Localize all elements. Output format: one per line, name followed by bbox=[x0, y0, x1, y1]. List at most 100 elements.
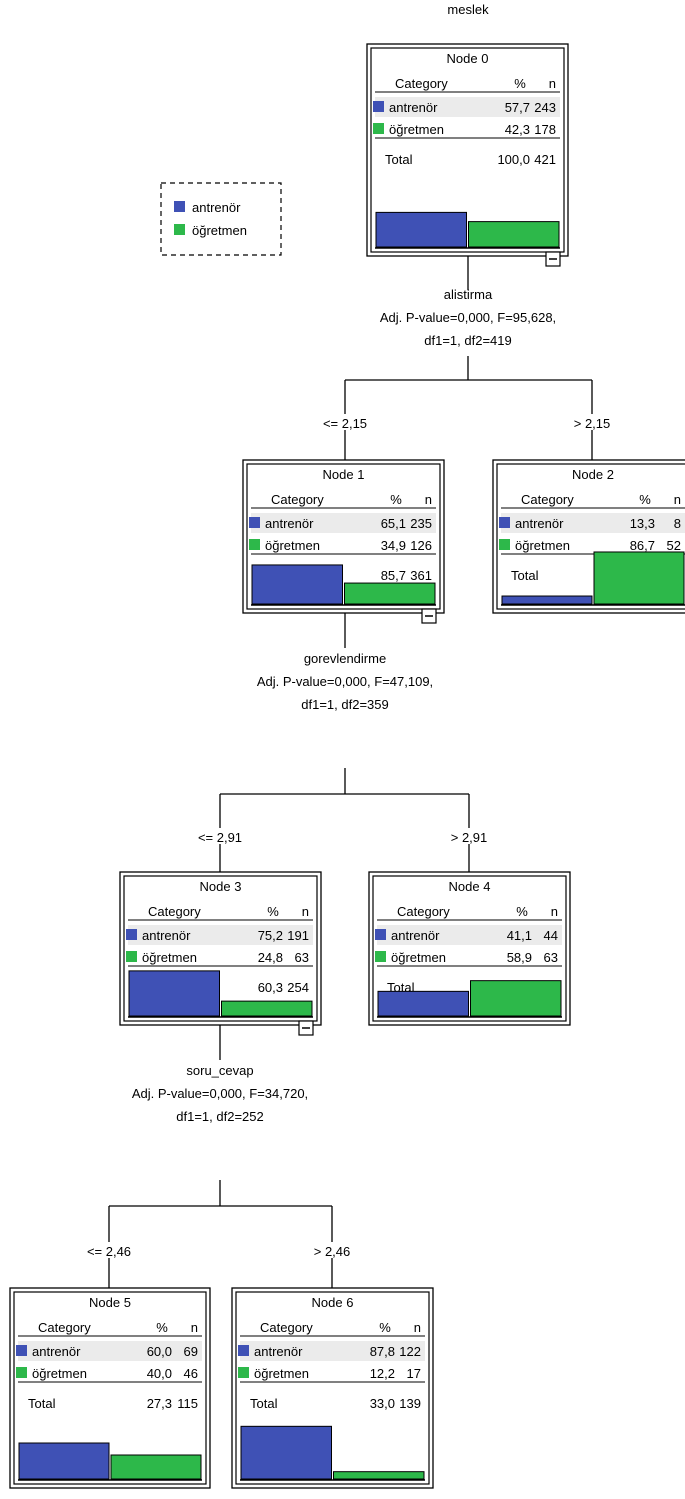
total-percent: 100,0 bbox=[497, 152, 530, 167]
header-percent: % bbox=[156, 1320, 168, 1335]
category-percent: 40,0 bbox=[147, 1366, 172, 1381]
category-percent: 24,8 bbox=[258, 950, 283, 965]
category-swatch-ogretmen bbox=[16, 1367, 27, 1378]
category-swatch-ogretmen bbox=[238, 1367, 249, 1378]
category-swatch-ogretmen bbox=[249, 539, 260, 550]
split-stats: Adj. P-value=0,000, F=47,109, bbox=[257, 674, 433, 689]
total-percent: 85,7 bbox=[381, 568, 406, 583]
bar-antrenor bbox=[501, 595, 593, 605]
category-label: öğretmen bbox=[389, 122, 444, 137]
bar-ogretmen bbox=[468, 221, 560, 248]
row-highlight bbox=[377, 925, 562, 945]
node-title: Node 1 bbox=[323, 467, 365, 482]
split-right-condition: > 2,91 bbox=[451, 830, 488, 845]
bar-antrenor bbox=[375, 211, 467, 248]
total-percent: 33,0 bbox=[370, 1396, 395, 1411]
bar-antrenor bbox=[18, 1442, 110, 1480]
node-frame-inner bbox=[496, 463, 685, 610]
node-title: Node 6 bbox=[312, 1295, 354, 1310]
split-variable: gorevlendirme bbox=[304, 651, 386, 666]
header-category: Category bbox=[395, 76, 448, 91]
category-n: 17 bbox=[407, 1366, 421, 1381]
node-title: Node 4 bbox=[449, 879, 491, 894]
node-5: Node 5 Category% n antrenör 60,0 69 öğretmen 40… bbox=[9, 1287, 211, 1489]
split-left-condition: <= 2,15 bbox=[323, 416, 367, 431]
total-label: Total bbox=[511, 568, 539, 583]
node-2: Node 2 Category% n antrenör 13,3 8 öğretmen 86,… bbox=[492, 459, 685, 614]
total-n: 361 bbox=[410, 568, 432, 583]
total-percent: 27,3 bbox=[147, 1396, 172, 1411]
node-frame-inner bbox=[123, 875, 318, 1022]
category-percent: 13,3 bbox=[630, 516, 655, 531]
category-n: 126 bbox=[410, 538, 432, 553]
category-swatch-ogretmen bbox=[499, 539, 510, 550]
category-percent: 41,1 bbox=[507, 928, 532, 943]
category-label: öğretmen bbox=[265, 538, 320, 553]
split-df: df1=1, df2=359 bbox=[301, 697, 388, 712]
category-percent: 42,3 bbox=[505, 122, 530, 137]
header-category: Category bbox=[521, 492, 574, 507]
node-1: Node 1 Category% n antrenör 65,1 235 öğretmen 3… bbox=[242, 459, 445, 624]
category-percent: 65,1 bbox=[381, 516, 406, 531]
bar-ogretmen bbox=[344, 582, 436, 605]
node-frame-inner bbox=[13, 1291, 207, 1485]
total-n: 115 bbox=[177, 1396, 198, 1411]
node-title: Node 0 bbox=[447, 51, 489, 66]
category-percent: 12,2 bbox=[370, 1366, 395, 1381]
category-swatch-antrenor bbox=[238, 1345, 249, 1356]
category-n: 46 bbox=[184, 1366, 198, 1381]
category-label: antrenör bbox=[515, 516, 564, 531]
node-3: Node 3 Category% n antrenör 75,2 191 öğretmen 2… bbox=[119, 871, 322, 1036]
bar-ogretmen bbox=[333, 1471, 425, 1480]
root-label: meslek bbox=[447, 2, 489, 17]
header-category: Category bbox=[38, 1320, 91, 1335]
category-swatch-antrenor bbox=[373, 101, 384, 112]
header-n: n bbox=[191, 1320, 198, 1335]
node-4: Node 4 Category% n antrenör 41,1 44 öğretmen 58… bbox=[368, 871, 571, 1026]
category-label: antrenör bbox=[32, 1344, 81, 1359]
row-highlight bbox=[501, 513, 685, 533]
header-percent: % bbox=[379, 1320, 391, 1335]
category-n: 44 bbox=[544, 928, 558, 943]
category-n: 69 bbox=[184, 1344, 198, 1359]
category-n: 63 bbox=[295, 950, 309, 965]
header-n: n bbox=[302, 904, 309, 919]
category-percent: 87,8 bbox=[370, 1344, 395, 1359]
category-swatch-antrenor bbox=[16, 1345, 27, 1356]
bar-ogretmen bbox=[110, 1454, 202, 1480]
total-n: 421 bbox=[534, 152, 556, 167]
category-swatch-antrenor bbox=[249, 517, 260, 528]
header-category: Category bbox=[397, 904, 450, 919]
split-2: soru_cevap Adj. P-value=0,000, F=34,720,… bbox=[87, 1063, 350, 1259]
category-percent: 60,0 bbox=[147, 1344, 172, 1359]
header-n: n bbox=[414, 1320, 421, 1335]
category-n: 178 bbox=[534, 122, 556, 137]
total-n: 254 bbox=[287, 980, 309, 995]
row-highlight bbox=[251, 513, 436, 533]
node-0: Node 0 Category% n antrenör 57,7 243 öğretmen 4… bbox=[366, 43, 569, 267]
bar-antrenor bbox=[240, 1425, 332, 1480]
bar-ogretmen bbox=[470, 980, 562, 1017]
category-swatch-ogretmen bbox=[126, 951, 137, 962]
split-variable: soru_cevap bbox=[186, 1063, 253, 1078]
category-percent: 58,9 bbox=[507, 950, 532, 965]
header-n: n bbox=[674, 492, 681, 507]
category-n: 191 bbox=[287, 928, 309, 943]
bar-antrenor bbox=[128, 970, 220, 1017]
row-highlight bbox=[375, 97, 560, 117]
bar-antrenor bbox=[377, 990, 469, 1017]
category-label: öğretmen bbox=[254, 1366, 309, 1381]
header-n: n bbox=[551, 904, 558, 919]
category-percent: 86,7 bbox=[630, 538, 655, 553]
bar-ogretmen bbox=[221, 1000, 313, 1017]
node-frame bbox=[119, 871, 322, 1026]
row-highlight bbox=[240, 1341, 425, 1361]
split-df: df1=1, df2=252 bbox=[176, 1109, 263, 1124]
header-percent: % bbox=[639, 492, 651, 507]
node-6: Node 6 Category% n antrenör 87,8 122 öğretmen 1… bbox=[231, 1287, 434, 1489]
total-label: Total bbox=[28, 1396, 56, 1411]
header-category: Category bbox=[271, 492, 324, 507]
total-n: 139 bbox=[399, 1396, 421, 1411]
split-right-condition: > 2,46 bbox=[314, 1244, 351, 1259]
